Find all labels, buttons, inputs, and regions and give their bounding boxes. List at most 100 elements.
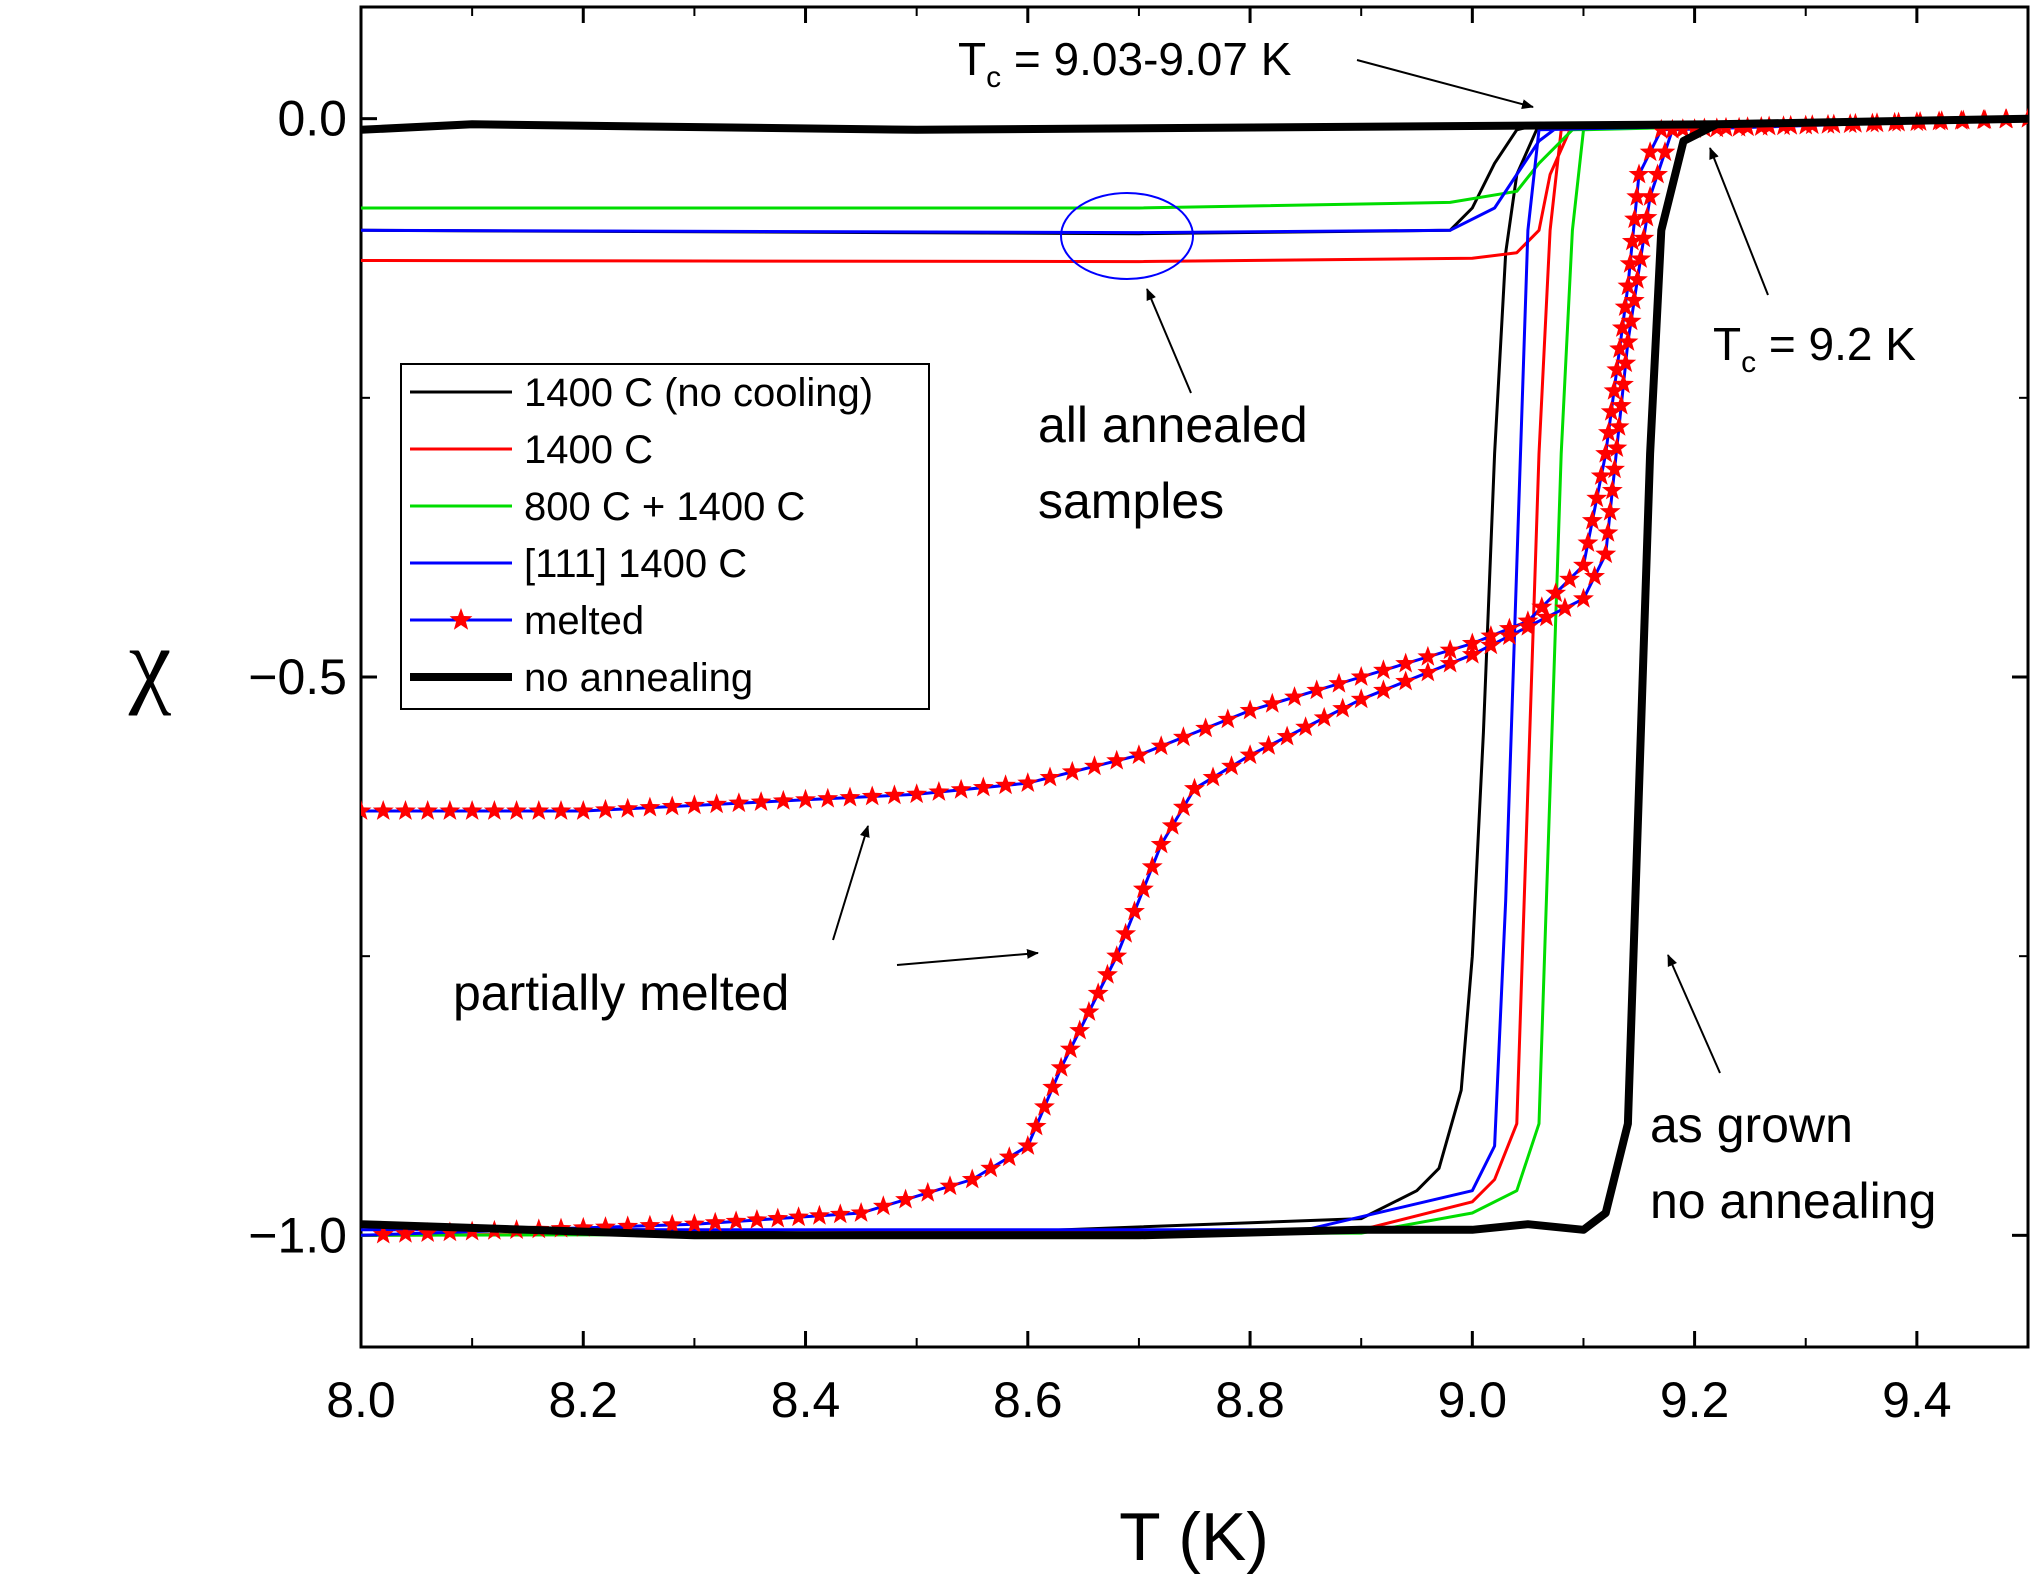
series-marker-melted bbox=[1106, 749, 1128, 770]
series-marker-melted bbox=[1517, 615, 1539, 636]
series-marker-melted bbox=[1373, 659, 1394, 680]
series-marker-melted bbox=[1313, 706, 1335, 727]
x-tick-label: 8.6 bbox=[993, 1372, 1063, 1428]
annealed-label-2: samples bbox=[1038, 473, 1224, 529]
y-tick-label: −0.5 bbox=[248, 649, 347, 705]
series-marker-melted bbox=[950, 778, 972, 799]
series-marker-melted bbox=[1395, 652, 1417, 673]
y-tick-label: −1.0 bbox=[248, 1207, 347, 1263]
series-marker-melted bbox=[1606, 358, 1628, 379]
as-grown-label-2: no annealing bbox=[1650, 1173, 1936, 1229]
series-marker-melted bbox=[1584, 565, 1605, 586]
series-marker-melted bbox=[972, 776, 994, 797]
series-line-no-annealing bbox=[361, 114, 2028, 1240]
tc-low-t: T bbox=[958, 33, 986, 85]
series-marker-melted bbox=[839, 786, 861, 807]
series-marker-melted bbox=[1141, 855, 1163, 876]
series-marker-melted bbox=[928, 781, 950, 801]
tc-high-label: Tc = 9.2 K bbox=[1713, 318, 1916, 379]
annealed-arrow bbox=[1146, 288, 1192, 394]
series-marker-melted bbox=[728, 792, 750, 813]
series-marker-melted bbox=[1577, 532, 1599, 552]
series-marker-melted bbox=[1150, 833, 1172, 854]
series-marker-melted bbox=[1284, 686, 1305, 706]
series-marker-melted bbox=[1239, 744, 1261, 765]
series-marker-melted bbox=[1161, 814, 1183, 835]
x-tick-label: 8.4 bbox=[771, 1372, 841, 1428]
series-marker-melted bbox=[1536, 606, 1557, 627]
x-tick-label: 8.0 bbox=[326, 1372, 396, 1428]
tc-low-sub: c bbox=[986, 61, 1001, 94]
series-marker-melted bbox=[861, 785, 883, 806]
x-tick-label: 9.0 bbox=[1438, 1372, 1508, 1428]
y-axis-title: χ bbox=[128, 609, 172, 716]
as-grown-arrow bbox=[1667, 954, 1721, 1074]
series-marker-melted bbox=[1639, 141, 1661, 162]
series-marker-melted bbox=[1661, 118, 1683, 139]
series-marker-melted bbox=[795, 788, 816, 809]
y-tick-label: 0.0 bbox=[277, 91, 347, 147]
series-marker-melted bbox=[550, 800, 572, 820]
series-marker-melted bbox=[1614, 296, 1636, 316]
series-marker-melted bbox=[1639, 185, 1661, 206]
series-marker-melted bbox=[1600, 400, 1622, 421]
tc-high-sub: c bbox=[1741, 346, 1756, 379]
tc-high-t: T bbox=[1713, 318, 1741, 370]
series-marker-melted bbox=[906, 783, 928, 804]
series-marker-melted bbox=[1619, 252, 1641, 273]
x-tick-label: 9.2 bbox=[1660, 1372, 1730, 1428]
series-marker-melted bbox=[439, 800, 461, 820]
series-marker-melted bbox=[1630, 248, 1652, 268]
series-marker-melted bbox=[1221, 755, 1242, 776]
series-marker-melted bbox=[1597, 521, 1619, 542]
series-marker-melted bbox=[1217, 708, 1239, 729]
series-marker-melted bbox=[1276, 725, 1298, 746]
legend-label: no annealing bbox=[524, 656, 753, 700]
series-marker-melted bbox=[683, 794, 705, 815]
series-marker-melted bbox=[483, 800, 505, 820]
series-marker-melted bbox=[1628, 163, 1650, 184]
series-marker-melted bbox=[998, 1146, 1020, 1167]
series-marker-melted bbox=[1498, 625, 1520, 645]
series-marker-melted bbox=[1172, 796, 1194, 817]
series-marker-melted bbox=[1545, 582, 1567, 603]
series-marker-melted bbox=[1636, 206, 1658, 227]
partially-melted-arrow-1 bbox=[832, 825, 870, 941]
legend-label: 1400 C (no cooling) bbox=[524, 371, 873, 415]
legend-label: melted bbox=[524, 599, 644, 643]
series-marker-melted bbox=[1654, 141, 1676, 162]
partially-melted-arrow-2 bbox=[896, 948, 1039, 966]
series-marker-melted bbox=[1590, 465, 1612, 485]
series-marker-melted bbox=[1609, 338, 1630, 358]
series-marker-melted bbox=[1604, 458, 1625, 479]
series-marker-melted bbox=[939, 1175, 961, 1196]
legend-items: 1400 C (no cooling) 1400 C 800 C + 1400 C [… bbox=[410, 371, 873, 700]
series-marker-melted bbox=[1017, 772, 1039, 792]
series-marker-melted bbox=[1439, 652, 1461, 673]
legend-box bbox=[400, 363, 930, 710]
series-marker-melted bbox=[829, 1203, 851, 1224]
series-marker-melted bbox=[595, 1216, 616, 1236]
series-marker-melted bbox=[1620, 310, 1642, 331]
series-marker-melted bbox=[1611, 317, 1633, 337]
series-marker-melted bbox=[1097, 963, 1118, 984]
series-marker-melted bbox=[1581, 509, 1603, 530]
series-layer bbox=[361, 107, 2028, 1244]
series-marker-melted bbox=[1603, 379, 1625, 400]
series-marker-melted bbox=[1650, 118, 1672, 139]
series-marker-melted bbox=[417, 800, 439, 820]
series-marker-melted bbox=[572, 1216, 594, 1237]
series-marker-melted bbox=[1332, 697, 1354, 718]
series-marker-melted bbox=[1395, 670, 1417, 691]
series-marker-melted bbox=[1617, 331, 1639, 351]
series-marker-melted bbox=[1061, 760, 1083, 781]
series-marker-melted bbox=[1559, 568, 1580, 589]
series-marker-melted bbox=[661, 795, 683, 816]
series-marker-melted bbox=[1626, 185, 1648, 206]
series-marker-melted bbox=[1417, 645, 1439, 666]
annealed-label-1: all annealed bbox=[1038, 397, 1308, 453]
series-marker-melted bbox=[1633, 227, 1655, 248]
series-marker-melted bbox=[817, 787, 839, 808]
series-marker-melted bbox=[683, 1213, 705, 1234]
series-marker-melted bbox=[1050, 1056, 1072, 1077]
